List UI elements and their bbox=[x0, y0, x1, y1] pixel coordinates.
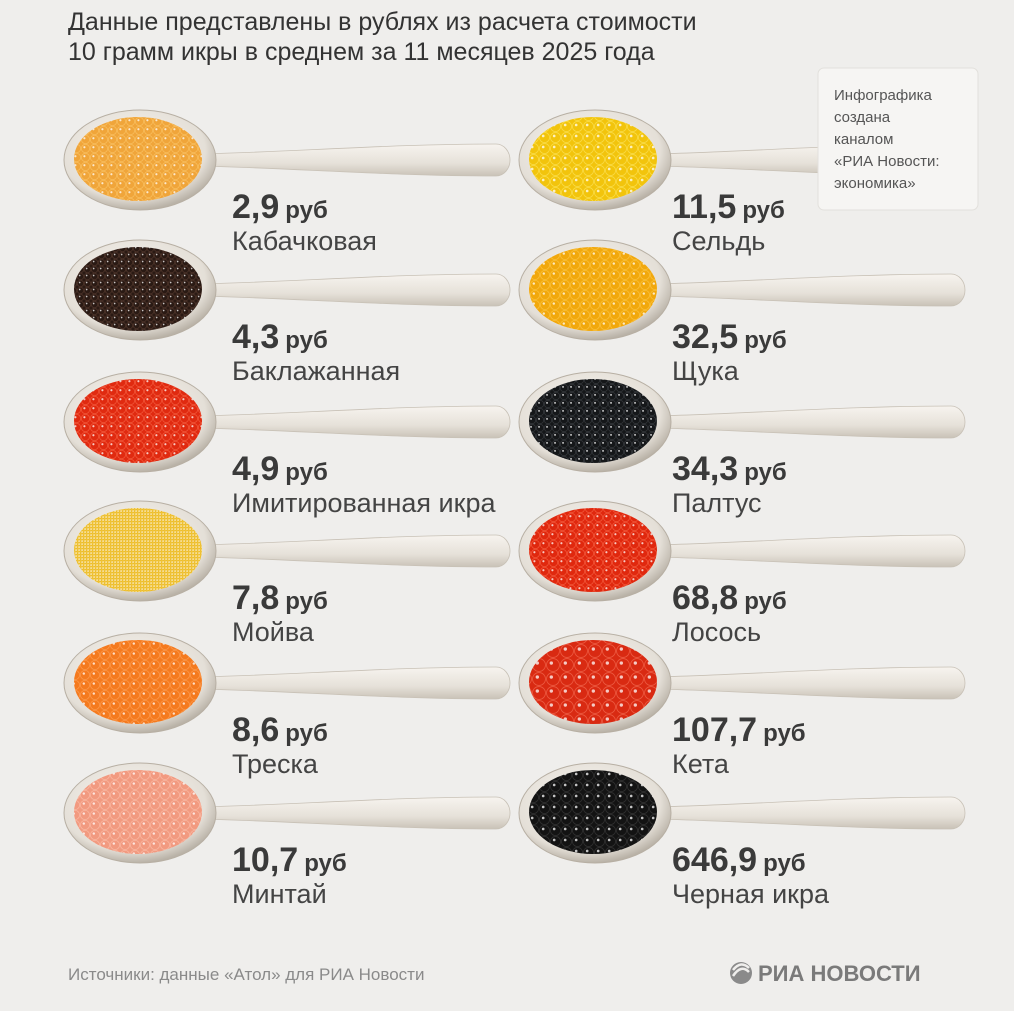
spoon-handle bbox=[199, 534, 511, 568]
spoon-handle bbox=[654, 666, 966, 700]
caviar-name: Треска bbox=[232, 749, 319, 779]
roe bbox=[74, 640, 202, 724]
roe bbox=[529, 247, 657, 331]
price: 4,3 руб bbox=[232, 318, 328, 356]
spoon-handle bbox=[199, 796, 511, 830]
logo-text: РИА НОВОСТИ bbox=[758, 961, 921, 986]
roe bbox=[529, 508, 657, 592]
roe bbox=[74, 117, 202, 201]
spoon-handle bbox=[654, 796, 966, 830]
price: 646,9 руб bbox=[672, 841, 806, 879]
caviar-name: Кабачковая bbox=[232, 226, 377, 256]
price-value: 11,5 bbox=[672, 188, 736, 226]
caviar-name: Минтай bbox=[232, 879, 327, 909]
price-unit: руб bbox=[285, 327, 328, 354]
caviar-name: Сельдь bbox=[672, 226, 765, 256]
price-unit: руб bbox=[763, 720, 806, 747]
price: 34,3 руб bbox=[672, 450, 787, 488]
spoon-handle bbox=[199, 273, 511, 307]
spoon-handle bbox=[199, 143, 511, 177]
price-unit: руб bbox=[285, 197, 328, 224]
price-value: 107,7 bbox=[672, 711, 757, 749]
caviar-name: Палтус bbox=[672, 488, 762, 518]
roe bbox=[529, 379, 657, 463]
spoon-handle bbox=[199, 666, 511, 700]
note-line: каналом bbox=[834, 131, 893, 148]
price-value: 4,3 bbox=[232, 318, 279, 356]
note-line: «РИА Новости: bbox=[834, 153, 940, 170]
price-value: 8,6 bbox=[232, 711, 279, 749]
roe bbox=[529, 117, 657, 201]
price: 11,5 руб bbox=[672, 188, 785, 226]
spoon-handle bbox=[654, 534, 966, 568]
price-value: 34,3 bbox=[672, 450, 738, 488]
price-value: 68,8 bbox=[672, 579, 738, 617]
caviar-name: Имитированная икра bbox=[232, 488, 496, 518]
price-unit: руб bbox=[285, 459, 328, 486]
spoon-handle bbox=[654, 273, 966, 307]
price-unit: руб bbox=[744, 327, 787, 354]
price: 10,7 руб bbox=[232, 841, 347, 879]
caviar-name: Мойва bbox=[232, 617, 315, 647]
caviar-name: Баклажанная bbox=[232, 356, 400, 386]
logo: РИА НОВОСТИ bbox=[730, 961, 921, 986]
price: 107,7 руб bbox=[672, 711, 806, 749]
price: 8,6 руб bbox=[232, 711, 328, 749]
note-line: экономика» bbox=[834, 175, 916, 192]
price-unit: руб bbox=[742, 197, 785, 224]
note-box bbox=[817, 67, 979, 211]
logo-icon-lines bbox=[731, 963, 750, 977]
price-unit: руб bbox=[285, 720, 328, 747]
price: 7,8 руб bbox=[232, 579, 328, 617]
roe bbox=[529, 640, 657, 724]
price: 2,9 руб bbox=[232, 188, 328, 226]
spoon-handle bbox=[654, 405, 966, 439]
caviar-name: Кета bbox=[672, 749, 730, 779]
roe bbox=[74, 770, 202, 854]
note: Инфографика создана каналом «РИА Новости: эк… bbox=[817, 67, 979, 211]
price-value: 7,8 bbox=[232, 579, 279, 617]
spoon-handle bbox=[199, 405, 511, 439]
price-value: 10,7 bbox=[232, 841, 298, 879]
note-line: создана bbox=[834, 109, 891, 126]
price-value: 646,9 bbox=[672, 841, 757, 879]
source: Источники: данные «Атол» для РИА Новости bbox=[68, 965, 424, 984]
price: 4,9 руб bbox=[232, 450, 328, 488]
caviar-name: Щука bbox=[672, 356, 740, 386]
price-unit: руб bbox=[744, 588, 787, 615]
title-line: Данные представлены в рублях из расчета … bbox=[68, 8, 697, 36]
roe bbox=[74, 247, 202, 331]
title-line: 10 грамм икры в среднем за 11 месяцев 20… bbox=[68, 38, 655, 66]
price-value: 32,5 bbox=[672, 318, 738, 356]
price: 68,8 руб bbox=[672, 579, 787, 617]
roe bbox=[529, 770, 657, 854]
note-line: Инфографика bbox=[834, 87, 933, 104]
price-unit: руб bbox=[763, 850, 806, 877]
price-value: 4,9 bbox=[232, 450, 279, 488]
price: 32,5 руб bbox=[672, 318, 787, 356]
price-unit: руб bbox=[744, 459, 787, 486]
roe bbox=[74, 379, 202, 463]
caviar-name: Лосось bbox=[672, 617, 761, 647]
price-value: 2,9 bbox=[232, 188, 279, 226]
caviar-name: Черная икра bbox=[672, 879, 830, 909]
price-unit: руб bbox=[285, 588, 328, 615]
price-unit: руб bbox=[304, 850, 347, 877]
roe bbox=[74, 508, 202, 592]
